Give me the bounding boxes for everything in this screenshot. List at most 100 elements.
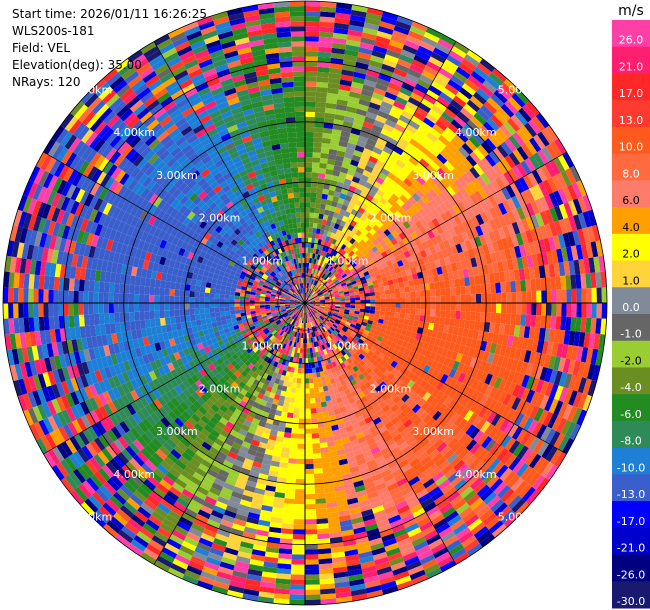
- velocity-gate: [536, 167, 548, 182]
- velocity-gate: [322, 385, 329, 392]
- velocity-gate: [307, 306, 312, 312]
- velocity-gate: [331, 269, 338, 275]
- velocity-gate: [319, 573, 334, 580]
- velocity-gate: [541, 462, 555, 478]
- velocity-gate: [159, 522, 175, 535]
- velocity-gate: [383, 228, 392, 237]
- velocity-gate: [290, 579, 305, 585]
- velocity-gate: [326, 194, 334, 201]
- velocity-gate: [425, 150, 437, 161]
- velocity-gate: [508, 135, 521, 150]
- velocity-gate: [525, 216, 535, 230]
- velocity-gate: [284, 314, 290, 319]
- velocity-gate: [112, 398, 122, 412]
- velocity-gate: [305, 483, 315, 490]
- velocity-gate: [476, 484, 491, 498]
- velocity-gate: [368, 316, 374, 322]
- velocity-gate: [234, 560, 250, 569]
- velocity-gate: [456, 130, 469, 143]
- velocity-gate: [490, 413, 502, 427]
- velocity-gate: [318, 427, 326, 434]
- velocity-gate: [228, 392, 237, 401]
- velocity-gate: [251, 365, 258, 373]
- velocity-gate: [345, 305, 351, 308]
- velocity-gate: [305, 307, 307, 314]
- velocity-gate: [72, 468, 86, 484]
- velocity-gate: [76, 417, 88, 432]
- velocity-gate: [235, 350, 243, 357]
- velocity-gate: [295, 478, 305, 485]
- velocity-gate: [336, 340, 343, 347]
- velocity-gate: [503, 171, 515, 185]
- velocity-gate: [427, 211, 436, 221]
- velocity-gate: [381, 404, 391, 413]
- velocity-gate: [318, 31, 334, 38]
- velocity-gate: [392, 262, 399, 269]
- velocity-gate: [439, 178, 450, 189]
- velocity-gate: [143, 547, 160, 561]
- velocity-gate: [231, 400, 240, 409]
- velocity-gate: [350, 127, 361, 136]
- velocity-gate: [379, 575, 396, 585]
- velocity-gate: [601, 287, 607, 303]
- velocity-gate: [177, 474, 190, 485]
- velocity-gate: [201, 477, 214, 487]
- velocity-gate: [269, 359, 276, 366]
- velocity-gate: [325, 304, 331, 306]
- velocity-gate: [73, 433, 86, 449]
- velocity-gate: [450, 287, 456, 296]
- velocity-gate: [310, 187, 318, 193]
- velocity-gate: [213, 341, 220, 349]
- velocity-gate: [535, 212, 545, 227]
- velocity-gate: [395, 297, 401, 303]
- velocity-gate: [540, 164, 552, 180]
- velocity-gate: [345, 303, 351, 306]
- velocity-gate: [435, 205, 445, 216]
- velocity-gate: [351, 176, 361, 184]
- velocity-gate: [402, 229, 411, 238]
- velocity-gate: [340, 355, 347, 363]
- velocity-gate: [469, 442, 482, 455]
- velocity-gate: [332, 355, 338, 362]
- velocity-gate: [511, 258, 519, 270]
- velocity-gate: [380, 294, 386, 300]
- velocity-gate: [458, 531, 474, 544]
- velocity-gate: [121, 433, 133, 446]
- velocity-gate: [415, 189, 425, 199]
- velocity-gate: [282, 380, 289, 387]
- velocity-gate: [259, 468, 270, 476]
- velocity-gate: [441, 332, 448, 341]
- velocity-gate: [376, 459, 388, 469]
- velocity-gate: [229, 495, 242, 505]
- velocity-gate: [470, 378, 480, 390]
- velocity-gate: [272, 313, 278, 318]
- velocity-gate: [301, 333, 304, 339]
- velocity-gate: [290, 313, 295, 318]
- velocity-gate: [410, 382, 420, 392]
- velocity-gate: [319, 260, 324, 267]
- velocity-gate: [134, 376, 144, 388]
- velocity-gate: [292, 539, 305, 545]
- velocity-gate: [273, 338, 279, 344]
- velocity-gate: [351, 443, 361, 452]
- velocity-gate: [412, 507, 426, 519]
- velocity-gate: [344, 194, 353, 202]
- velocity-gate: [355, 166, 365, 175]
- velocity-gate: [305, 307, 308, 313]
- velocity-gate: [407, 68, 422, 79]
- velocity-gate: [270, 365, 277, 372]
- velocity-gate: [113, 455, 126, 469]
- velocity-gate: [146, 543, 162, 556]
- velocity-gate: [370, 446, 381, 455]
- velocity-gate: [139, 482, 153, 495]
- velocity-gate: [363, 286, 369, 291]
- velocity-gate: [370, 252, 377, 260]
- velocity-gate: [405, 268, 412, 276]
- velocity-gate: [156, 526, 172, 539]
- velocity-gate: [203, 366, 212, 374]
- velocity-gate: [277, 346, 283, 353]
- velocity-gate: [288, 311, 294, 316]
- velocity-gate: [455, 190, 466, 202]
- velocity-gate: [393, 146, 404, 156]
